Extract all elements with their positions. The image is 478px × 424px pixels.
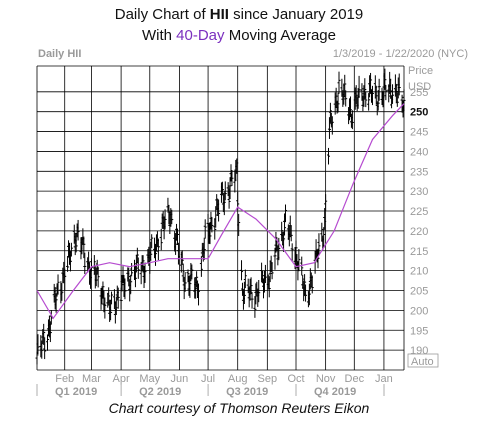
x-quarter-label: Q1 2019 xyxy=(55,386,97,398)
moving-average-line xyxy=(36,103,405,320)
current-price-tick: 250 xyxy=(410,107,428,119)
ticker-label: HII xyxy=(209,6,229,23)
y-tick-label: 225 xyxy=(410,206,428,218)
y-tick-label: 215 xyxy=(410,246,428,258)
y-tick-label: 245 xyxy=(410,127,428,139)
x-month-label: Sep xyxy=(258,373,278,385)
chart-header-range: 1/3/2019 - 1/22/2020 (NYC) xyxy=(332,48,468,60)
x-quarter-label: Q4 2019 xyxy=(314,386,356,398)
x-month-label: Jun xyxy=(171,373,189,385)
y-tick-label: 220 xyxy=(410,226,428,238)
chart-title-line2: With 40-Day Moving Average xyxy=(142,27,336,44)
y-tick-label: 255 xyxy=(410,87,428,99)
x-month-label: Feb xyxy=(55,373,74,385)
y-tick-label: 200 xyxy=(410,305,428,317)
y-tick-label: 230 xyxy=(410,186,428,198)
y-tick-label: 235 xyxy=(410,166,428,178)
x-month-label: Dec xyxy=(345,373,365,385)
chart-header-left: Daily HII xyxy=(38,48,82,60)
y-axis-unit: USD xyxy=(408,81,431,93)
x-month-label: Jan xyxy=(375,373,393,385)
auto-scale-label: Auto xyxy=(411,356,434,368)
x-quarter-label: Q2 2019 xyxy=(139,386,181,398)
y-tick-label: 210 xyxy=(410,266,428,278)
x-month-label: Jul xyxy=(201,373,215,385)
auto-scale-box xyxy=(407,353,439,368)
x-month-label: Mar xyxy=(82,373,101,385)
x-month-label: May xyxy=(139,373,160,385)
y-tick-label: 195 xyxy=(410,325,428,337)
x-month-label: Oct xyxy=(287,373,304,385)
y-tick-label: 205 xyxy=(410,286,428,298)
x-month-label: Nov xyxy=(316,373,336,385)
x-quarter-label: Q3 2019 xyxy=(226,386,268,398)
y-tick-label: 240 xyxy=(410,146,428,158)
x-month-label: Aug xyxy=(228,373,248,385)
chart-credit: Chart courtesy of Thomson Reuters Eikon xyxy=(108,400,370,416)
price-bars xyxy=(35,68,406,365)
x-month-label: Apr xyxy=(113,373,130,385)
chart-title-line1: Daily Chart of HII since January 2019 xyxy=(114,6,364,23)
ma-period-label: 40-Day xyxy=(176,27,225,44)
y-axis-title: Price xyxy=(408,65,433,77)
